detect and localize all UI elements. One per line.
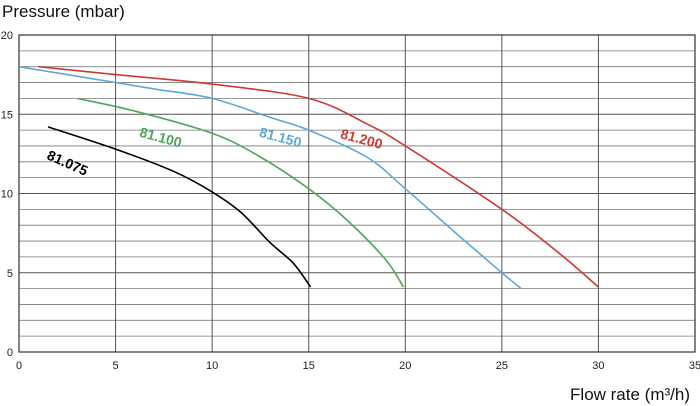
y-axis-title: Pressure (mbar) — [2, 2, 125, 21]
y-tick-label: 10 — [1, 189, 13, 201]
x-tick-label: 35 — [689, 360, 700, 372]
plot-frame — [18, 34, 696, 353]
y-tick-label: 15 — [1, 109, 13, 121]
series-label-81-075: 81.075 — [45, 147, 91, 179]
x-tick-label: 20 — [399, 360, 411, 372]
x-tick-label: 30 — [592, 360, 604, 372]
y-tick-label: 0 — [7, 347, 13, 359]
y-tick-label: 5 — [7, 268, 13, 280]
x-axis-title: Flow rate (m³/h) — [570, 385, 690, 404]
series-label-81-100: 81.100 — [138, 124, 184, 151]
series-line-81-150 — [18, 65, 522, 290]
series-lines — [18, 65, 599, 290]
series-label-81-150: 81.150 — [258, 124, 304, 151]
series-line-81-075 — [47, 126, 312, 288]
y-tick-label: 20 — [1, 30, 13, 42]
tick-labels: 0 5 10 15 20 25 30 35 0 5 10 15 20 — [1, 30, 700, 372]
x-tick-label: 15 — [303, 360, 315, 372]
series-line-81-200 — [38, 65, 599, 288]
x-tick-label: 10 — [206, 360, 218, 372]
x-tick-label: 5 — [113, 360, 119, 372]
x-tick-label: 0 — [16, 360, 22, 372]
x-tick-label: 25 — [496, 360, 508, 372]
grid — [18, 34, 696, 353]
series-line-81-100 — [76, 97, 405, 288]
